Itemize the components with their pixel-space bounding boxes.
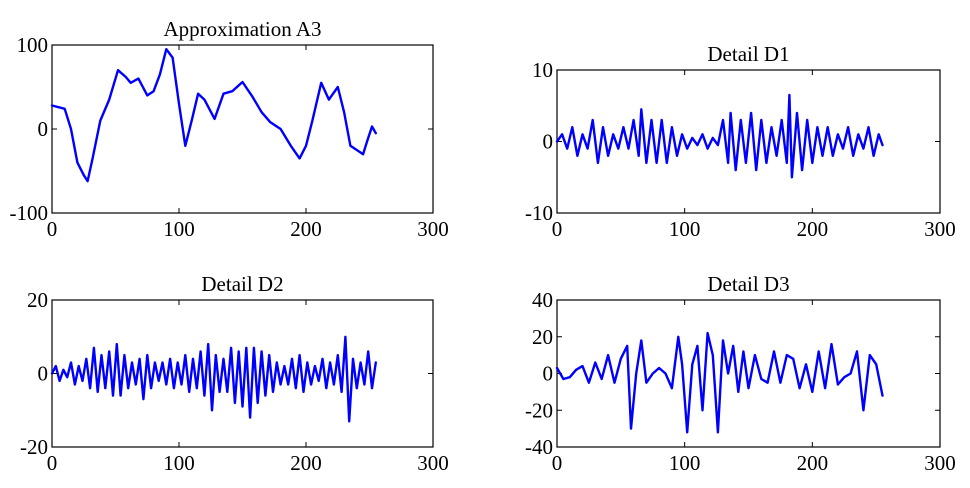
x-tick-label: 0 <box>47 217 58 241</box>
subplot-title: Detail D1 <box>707 42 789 66</box>
subplot-title: Detail D3 <box>707 272 789 296</box>
y-tick-label: -10 <box>525 201 553 225</box>
x-tick-label: 300 <box>924 217 956 241</box>
y-tick-label: -20 <box>20 435 48 459</box>
axes-frame <box>51 44 434 214</box>
subplot-title: Detail D2 <box>201 272 283 296</box>
x-tick-label: 100 <box>669 451 701 475</box>
y-tick-label: -40 <box>525 435 553 459</box>
x-tick-label: 200 <box>797 451 829 475</box>
y-tick-label: 0 <box>543 130 554 154</box>
y-tick-label: 100 <box>17 33 49 57</box>
subplot-4: Detail D3 0 100 200 300 -40 -20 0 20 40 <box>525 272 956 475</box>
x-tick-label: 200 <box>290 451 322 475</box>
y-tick-label: 20 <box>27 288 48 312</box>
x-tick-label: 300 <box>417 451 449 475</box>
x-tick-label: 0 <box>552 451 563 475</box>
y-tick-label: 0 <box>38 117 49 141</box>
series-line-1 <box>50 335 377 423</box>
y-tick-label: 20 <box>532 325 553 349</box>
x-tick-label: 200 <box>797 217 829 241</box>
axes-frame <box>556 299 941 448</box>
x-tick-label: 0 <box>552 217 563 241</box>
y-tick-label: -20 <box>525 398 553 422</box>
x-tick-label: 300 <box>924 451 956 475</box>
series-line-1 <box>555 331 884 434</box>
y-tick-label: -100 <box>10 201 49 225</box>
subplot-title: Approximation A3 <box>163 17 321 41</box>
y-tick-label: 40 <box>532 288 553 312</box>
series-line-1 <box>555 93 884 179</box>
x-tick-label: 200 <box>290 217 322 241</box>
y-tick-label: 10 <box>532 58 553 82</box>
x-tick-label: 0 <box>47 451 58 475</box>
y-tick-label: 0 <box>543 362 554 386</box>
x-tick-label: 100 <box>669 217 701 241</box>
x-tick-label: 100 <box>163 217 195 241</box>
x-tick-label: 100 <box>163 451 195 475</box>
series-line-1 <box>50 48 377 183</box>
x-tick-label: 300 <box>417 217 449 241</box>
y-tick-label: 0 <box>38 362 49 386</box>
axes-frame <box>51 299 434 448</box>
